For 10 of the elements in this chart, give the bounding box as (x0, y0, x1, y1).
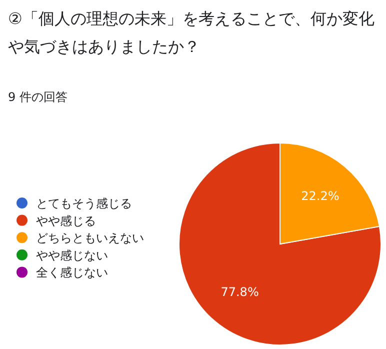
legend-label: どちらともいえない (36, 231, 144, 246)
data-label: 22.2% (301, 189, 340, 203)
chart-subtitle: 9 件の回答 (8, 90, 68, 104)
legend-label: やや感じる (36, 214, 96, 228)
legend-label: やや感じない (36, 248, 108, 262)
legend-label: とてもそう感じる (36, 196, 132, 210)
legend-label: 全く感じない (36, 266, 108, 280)
chart-title: ②「個人の理想の未来」を考えることで、何か変化や気づきはありましたか？ (8, 9, 374, 56)
pie-slice (178, 142, 382, 346)
data-label: 77.8% (220, 285, 259, 299)
